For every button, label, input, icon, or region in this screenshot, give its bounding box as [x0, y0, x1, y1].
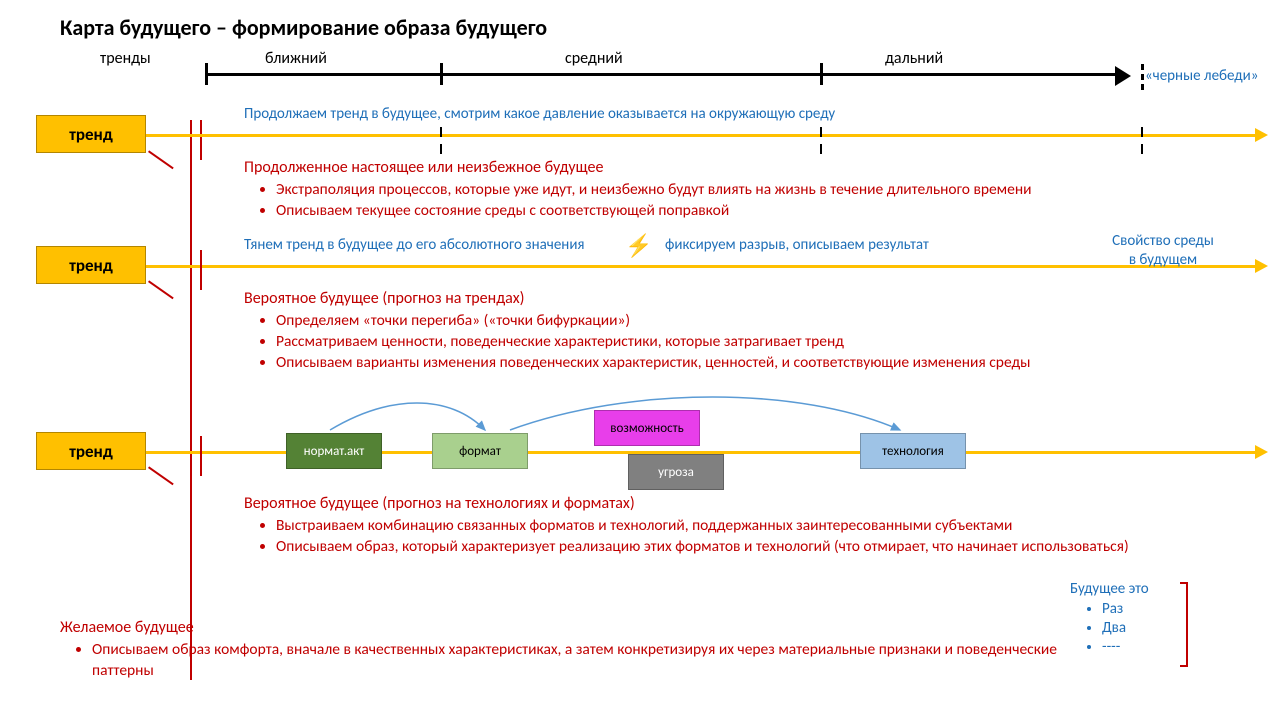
future-list-title: Будущее это [1070, 580, 1149, 599]
tag-normat: нормат.акт [286, 433, 382, 469]
rule-dash [440, 144, 442, 154]
red-bracket [1180, 582, 1188, 667]
row2-side-title: Свойство среды в будущем [1088, 232, 1238, 270]
axis-tick [820, 63, 823, 85]
trend-box-3: тренд [36, 432, 146, 470]
bottom-bullet: Описываем образ комфорта, вначале в каче… [92, 640, 1070, 682]
row2-blue-right: фиксируем разрыв, описываем результат [665, 236, 929, 255]
trend-arrow-1 [146, 134, 1256, 137]
red-connector-line [200, 250, 202, 290]
tag-format: формат [432, 433, 528, 469]
axis-tick [440, 63, 443, 85]
header-mid: средний [565, 49, 623, 68]
row1-bullet: Экстраполяция процессов, которые уже иду… [276, 180, 1214, 201]
trend-box-2: тренд [36, 246, 146, 284]
rule-dash [1141, 144, 1143, 154]
rule-dash [820, 144, 822, 154]
red-diagonal [148, 466, 174, 485]
header-near: ближний [265, 49, 327, 68]
axis-arrow-icon [1115, 66, 1131, 86]
red-connector-line [190, 120, 192, 680]
red-diagonal [148, 150, 174, 169]
row2-blue-left: Тянем тренд в будущее до его абсолютного… [244, 236, 585, 255]
row1-red-title: Продолженное настоящее или неизбежное бу… [244, 158, 603, 179]
row2-bullet: Рассматриваем ценности, поведенческие ха… [276, 332, 1214, 353]
header-trends: тренды [100, 49, 151, 68]
tag-ugroza: угроза [628, 454, 724, 490]
future-list-item: Раз [1102, 600, 1126, 619]
axis-tick [205, 63, 208, 85]
row1-bullets: Экстраполяция процессов, которые уже иду… [254, 180, 1214, 222]
tag-vozm: возможность [594, 410, 700, 446]
row3-red-title: Вероятное будущее (прогноз на технология… [244, 494, 635, 515]
tag-tech: технология [860, 433, 966, 469]
row2-red-title: Вероятное будущее (прогноз на трендах) [244, 289, 525, 310]
row3-bullet: Описываем образ, который характеризует р… [276, 537, 1194, 558]
bottom-title: Желаемое будущее [60, 618, 194, 639]
axis-dash [1141, 64, 1144, 70]
row1-blue-caption: Продолжаем тренд в будущее, смотрим како… [244, 105, 835, 124]
future-list: Раз Два ---- [1080, 600, 1126, 656]
future-list-item: ---- [1102, 638, 1126, 657]
row3-bullets: Выстраиваем комбинацию связанных формато… [254, 516, 1194, 558]
header-swans: «черные лебеди» [1145, 67, 1258, 85]
rule-dash [440, 127, 442, 137]
row2-bullets: Определяем «точки перегиба» («точки бифу… [254, 311, 1214, 374]
future-list-item: Два [1102, 619, 1126, 638]
row2-bullet: Описываем варианты изменения поведенческ… [276, 353, 1214, 374]
rule-dash [1141, 127, 1143, 137]
red-diagonal [148, 280, 174, 299]
timeline-axis [205, 73, 1120, 76]
trend-box-1: тренд [36, 115, 146, 153]
red-connector-line [200, 436, 202, 476]
red-connector-line [200, 120, 202, 160]
rule-dash [820, 127, 822, 137]
row2-bullet: Определяем «точки перегиба» («точки бифу… [276, 311, 1214, 332]
axis-dash [1141, 84, 1144, 90]
lightning-icon: ⚡ [625, 232, 652, 259]
bottom-bullets: Описываем образ комфорта, вначале в каче… [70, 640, 1070, 682]
page-title: Карта будущего – формирование образа буд… [60, 14, 547, 41]
header-far: дальний [885, 49, 943, 68]
row3-bullet: Выстраиваем комбинацию связанных формато… [276, 516, 1194, 537]
row1-bullet: Описываем текущее состояние среды с соот… [276, 201, 1214, 222]
axis-dash [1141, 74, 1144, 80]
